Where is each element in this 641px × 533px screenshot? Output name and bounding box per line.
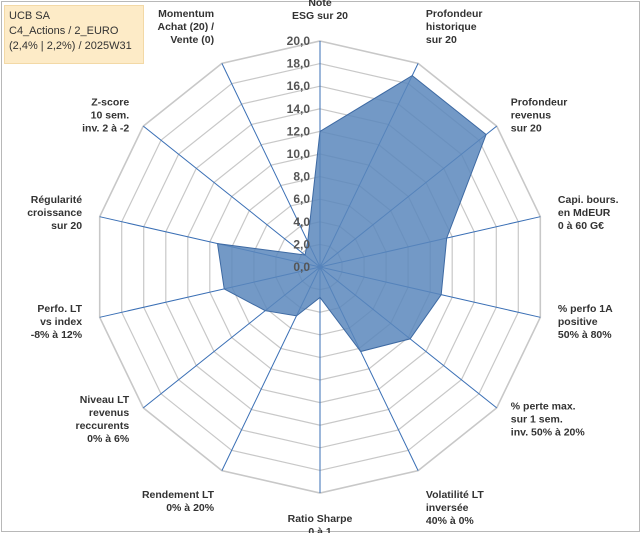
- axis-label-line: sur 20: [511, 122, 542, 134]
- axis-label: Note ESG sur 20: [292, 0, 348, 22]
- axis-label-line: 0% à 6%: [87, 433, 130, 445]
- axis-label: Volatilité LT inversée 40% à 0%: [426, 489, 485, 527]
- period-label: (2,4% | 2,2%) / 2025W31: [9, 40, 132, 52]
- axis-label: Perfo. LT vs index -8% à 12%: [31, 303, 83, 341]
- axis-label-line: sur 20: [426, 34, 457, 46]
- axis-label: Ratio Sharpe 0 à 1: [288, 513, 353, 533]
- category-label: C4_Actions / 2_EURO: [9, 25, 119, 37]
- axis-label-line: 40% à 0%: [426, 515, 475, 527]
- tick-label: 0,0: [293, 260, 310, 274]
- axis-label-line: sur 1 sem.: [511, 414, 563, 426]
- axis-label-line: Note: [308, 0, 331, 9]
- radar-series: [216, 74, 487, 353]
- axis-label-line: inv. 50% à 20%: [511, 427, 586, 439]
- axis-label-line: Capi. bours.: [558, 194, 619, 206]
- axis-label-line: revenus: [89, 407, 129, 419]
- axis-label-line: Momentum: [158, 8, 214, 20]
- tick-label: 16,0: [287, 79, 311, 93]
- axis-label: Régularité croissance sur 20: [27, 194, 82, 232]
- axis-label-line: inversée: [426, 502, 469, 514]
- axis-label-line: Achat (20) /: [157, 21, 214, 33]
- axis-label-line: 10 sem.: [91, 109, 130, 121]
- axis-label-line: en MdEUR: [558, 207, 611, 219]
- axis-label-line: historique: [426, 21, 477, 33]
- axis-spoke: [142, 125, 321, 268]
- axis-label-line: Perfo. LT: [37, 303, 82, 315]
- data-area: [216, 74, 487, 353]
- axis-label: % perfo 1A positive 50% à 80%: [558, 303, 613, 341]
- axis-label-line: ESG sur 20: [292, 10, 348, 22]
- tick-label: 6,0: [293, 192, 310, 206]
- tick-label: 8,0: [293, 170, 310, 184]
- axis-label-line: % perfo 1A: [558, 303, 613, 315]
- radar-axis-labels: Note ESG sur 20 Profondeur historique sur 20…: [27, 0, 618, 533]
- axis-label-line: -8% à 12%: [31, 329, 83, 341]
- axis-label: Momentum Achat (20) / Vente (0): [157, 8, 214, 46]
- info-box: UCB SA C4_Actions / 2_EURO (2,4% | 2,2%)…: [4, 5, 144, 64]
- axis-label-line: Ratio Sharpe: [288, 513, 353, 525]
- company-name: UCB SA: [9, 10, 50, 22]
- axis-label-line: 0 à 1: [308, 526, 332, 533]
- axis-label-line: vs index: [40, 316, 82, 328]
- axis-label-line: positive: [558, 316, 598, 328]
- tick-label: 18,0: [287, 57, 311, 71]
- axis-label-line: revenus: [511, 109, 551, 121]
- axis-label-line: Profondeur: [511, 96, 568, 108]
- axis-label: Profondeur revenus sur 20: [511, 96, 568, 134]
- tick-label: 14,0: [287, 102, 311, 116]
- axis-label-line: Niveau LT: [80, 394, 130, 406]
- tick-label: 4,0: [293, 215, 310, 229]
- axis-label: % perte max. sur 1 sem. inv. 50% à 20%: [511, 401, 586, 439]
- axis-label: Capi. bours. en MdEUR 0 à 60 G€: [558, 194, 619, 232]
- axis-label-line: Z-score: [91, 96, 129, 108]
- axis-label-line: 0% à 20%: [166, 502, 215, 514]
- axis-label-line: Volatilité LT: [426, 489, 485, 501]
- axis-label-line: reccurents: [75, 420, 129, 432]
- axis-label-line: Profondeur: [426, 8, 483, 20]
- axis-label-line: Rendement LT: [142, 489, 215, 501]
- axis-label-line: inv. 2 à -2: [82, 122, 129, 134]
- tick-label: 2,0: [293, 237, 310, 251]
- axis-label-line: croissance: [27, 207, 82, 219]
- axis-label: Z-score 10 sem. inv. 2 à -2: [82, 96, 129, 134]
- axis-label-line: 50% à 80%: [558, 329, 612, 341]
- axis-label-line: Vente (0): [170, 34, 214, 46]
- axis-label-line: sur 20: [51, 220, 82, 232]
- tick-label: 20,0: [287, 34, 311, 48]
- axis-label: Niveau LT revenus reccurents 0% à 6%: [75, 394, 129, 445]
- axis-spoke: [221, 63, 321, 268]
- axis-label: Rendement LT 0% à 20%: [142, 489, 215, 514]
- tick-label: 10,0: [287, 147, 311, 161]
- axis-label-line: 0 à 60 G€: [558, 220, 604, 232]
- radar-tick-labels: 0,0 2,0 4,0 6,0 8,0 10,0 12,0 14,0 16,0 18,0 20,0: [287, 34, 311, 274]
- axis-label-line: Régularité: [31, 194, 83, 206]
- tick-label: 12,0: [287, 124, 311, 138]
- axis-label: Profondeur historique sur 20: [426, 8, 483, 46]
- axis-label-line: % perte max.: [511, 401, 576, 413]
